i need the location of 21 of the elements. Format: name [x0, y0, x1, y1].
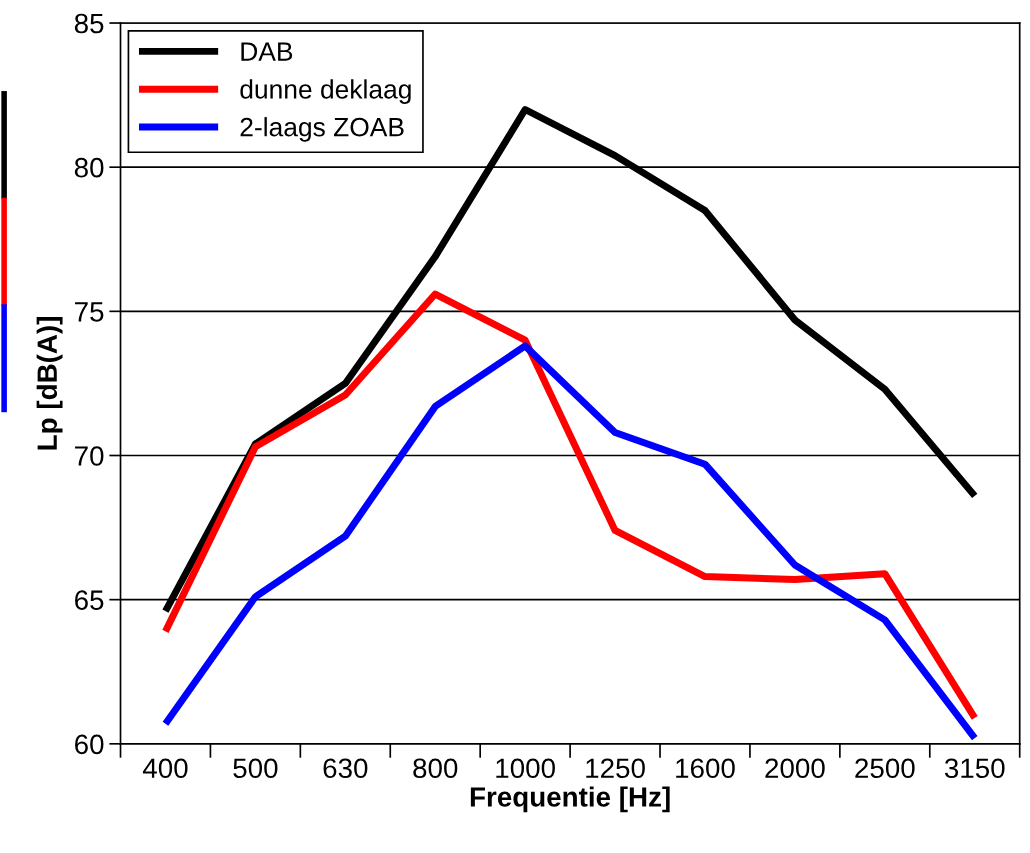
x-tick-label: 500	[233, 758, 278, 779]
x-tick-label: 1600	[676, 758, 735, 779]
x-tick-label: 3150	[944, 758, 1005, 779]
y-axis-title: Lp [dB(A)]	[36, 317, 63, 450]
x-tick-label: 2000	[765, 758, 825, 779]
y-tick-label: 85	[74, 13, 104, 34]
y-tick-label: 80	[74, 157, 104, 178]
x-tick-label: 630	[323, 758, 368, 779]
x-tick-label: 2500	[855, 758, 915, 779]
x-tick-label: 800	[413, 758, 458, 779]
x-tick-label: 400	[142, 758, 188, 779]
y-tick-label: 75	[75, 302, 104, 322]
x-tick-label: 1250	[586, 758, 645, 779]
legend-label: DAB	[241, 42, 293, 61]
x-tick-label: 1000	[496, 758, 555, 779]
y-tick-label: 70	[75, 446, 104, 466]
y-tick-label: 65	[75, 590, 104, 610]
x-axis-title: Frequentie [Hz]	[470, 786, 670, 813]
y-tick-label: 60	[75, 734, 104, 755]
legend-label: 2-laags ZOAB	[240, 117, 404, 142]
legend-label: dunne deklaag	[240, 79, 411, 104]
